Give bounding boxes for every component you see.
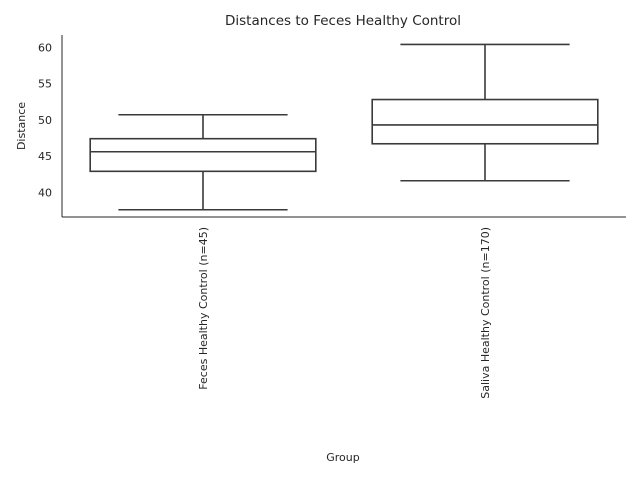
box-iqr [371, 98, 599, 145]
x-tick-label: Feces Healthy Control (n=45) [197, 227, 210, 390]
x-axis-label: Group [326, 451, 360, 464]
box-iqr [89, 137, 317, 173]
y-tick-label: 45 [38, 150, 52, 163]
y-tick-label: 60 [38, 41, 52, 54]
y-axis-label: Distance [15, 102, 28, 150]
y-tick-label: 50 [38, 114, 52, 127]
x-tick-label: Saliva Healthy Control (n=170) [479, 227, 492, 399]
chart-title: Distances to Feces Healthy Control [225, 13, 461, 29]
y-tick-label: 40 [38, 186, 52, 199]
plot-area: 40 45 50 55 60 Feces Healthy Control (n=45) Sa… [38, 35, 626, 399]
y-tick-label: 55 [38, 78, 52, 91]
